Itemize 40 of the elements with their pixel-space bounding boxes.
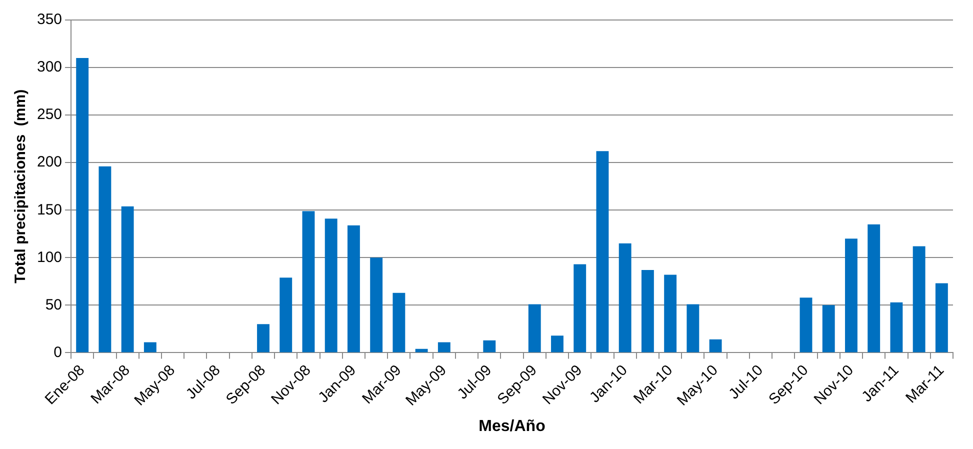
bar — [641, 270, 654, 352]
bar — [324, 218, 338, 352]
bar — [280, 278, 292, 352]
bar — [144, 342, 156, 352]
bar — [98, 166, 112, 352]
bar — [845, 238, 858, 352]
y-tick-label: 300 — [36, 58, 62, 76]
y-tick-label: 250 — [36, 106, 62, 124]
bar — [415, 348, 428, 352]
y-tick-label: 100 — [36, 248, 62, 266]
bar — [392, 292, 406, 352]
bar — [574, 264, 586, 352]
bar — [483, 340, 496, 352]
y-axis-title: Total precipitaciones (mm) — [12, 89, 30, 284]
bar — [890, 302, 903, 352]
bar — [257, 324, 270, 352]
y-tick-label: 150 — [36, 201, 62, 218]
bar — [596, 151, 609, 352]
bar — [618, 243, 632, 352]
y-tick-label: 0 — [54, 344, 62, 361]
y-tick-label: 50 — [45, 296, 62, 314]
bar — [912, 246, 926, 352]
bar — [709, 339, 722, 352]
bar — [370, 258, 383, 352]
bar — [528, 304, 541, 352]
bar — [121, 206, 134, 352]
bar — [822, 305, 835, 352]
bar — [76, 58, 89, 352]
y-tick-label: 350 — [36, 11, 62, 28]
bar — [551, 336, 564, 352]
bar — [664, 274, 677, 352]
bar — [438, 342, 450, 352]
bar — [935, 283, 948, 352]
bar — [302, 211, 315, 352]
bar — [347, 225, 360, 352]
bar — [686, 304, 700, 352]
bar — [868, 224, 880, 352]
y-tick-label: 200 — [36, 154, 62, 171]
x-axis-title: Mes/Año — [478, 418, 546, 435]
bar — [800, 298, 812, 352]
